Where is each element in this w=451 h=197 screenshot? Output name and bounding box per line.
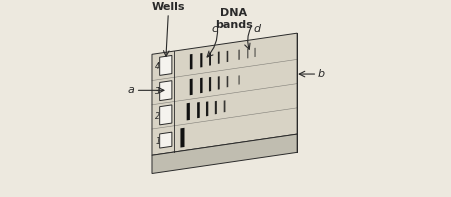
Polygon shape: [159, 105, 171, 125]
Polygon shape: [217, 76, 219, 90]
Text: 3: 3: [155, 87, 160, 96]
Polygon shape: [200, 53, 202, 67]
Polygon shape: [214, 101, 216, 114]
Polygon shape: [200, 78, 202, 93]
Polygon shape: [189, 54, 192, 70]
Polygon shape: [197, 102, 199, 118]
Polygon shape: [208, 77, 211, 91]
Polygon shape: [159, 55, 171, 75]
Text: b: b: [317, 69, 324, 79]
Polygon shape: [159, 132, 171, 148]
Polygon shape: [186, 103, 189, 120]
Polygon shape: [206, 101, 208, 116]
Polygon shape: [189, 79, 192, 95]
Polygon shape: [209, 52, 211, 66]
Text: 1: 1: [155, 137, 160, 146]
Polygon shape: [159, 81, 171, 101]
Polygon shape: [152, 33, 296, 155]
Polygon shape: [226, 51, 228, 62]
Text: 4: 4: [155, 62, 160, 71]
Text: DNA
bands: DNA bands: [214, 7, 252, 30]
Text: 2: 2: [155, 112, 160, 121]
Polygon shape: [226, 76, 228, 87]
Polygon shape: [180, 128, 184, 148]
Polygon shape: [254, 48, 255, 57]
Polygon shape: [223, 100, 225, 112]
Polygon shape: [152, 134, 296, 174]
Polygon shape: [238, 50, 239, 60]
Polygon shape: [247, 48, 248, 58]
Text: Wells: Wells: [151, 2, 184, 12]
Text: a: a: [127, 85, 134, 95]
Text: c: c: [211, 24, 217, 34]
Polygon shape: [238, 75, 239, 85]
Polygon shape: [217, 51, 219, 64]
Text: d: d: [253, 24, 260, 34]
